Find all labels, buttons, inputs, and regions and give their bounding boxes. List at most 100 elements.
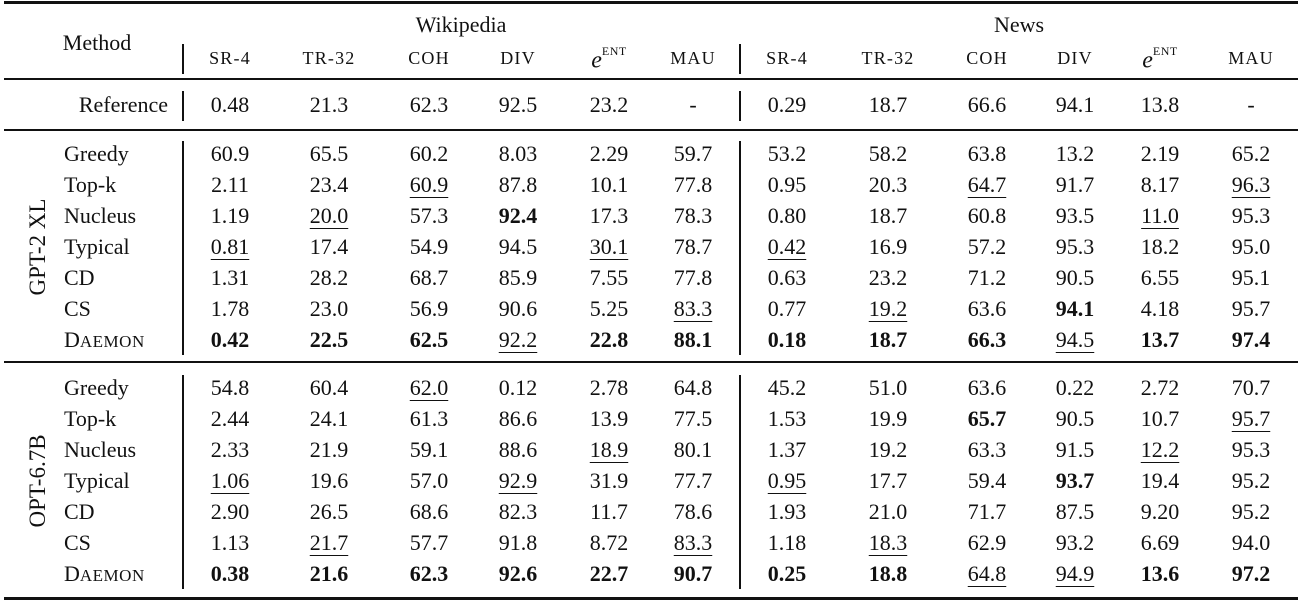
table-cell: 95.3 (1055, 234, 1095, 259)
table-cell: 92.4 (498, 203, 538, 228)
table-cell: 83.3 (673, 296, 713, 321)
method-label-greedy: Greedy (64, 141, 129, 166)
table-cell: 63.3 (967, 437, 1007, 462)
table-cell: 62.3 (409, 561, 449, 586)
table-cell: 57.7 (409, 530, 449, 555)
metric-header-news-div: DIV (1057, 48, 1093, 68)
table-cell: 13.6 (1140, 561, 1180, 586)
table-cell: 21.9 (309, 437, 349, 462)
cell-reference-news: 66.6 (967, 92, 1007, 117)
table-cell: 1.78 (210, 296, 250, 321)
table-cell: 62.9 (967, 530, 1007, 555)
cell-reference-wikipedia: 23.2 (589, 92, 629, 117)
table-cell: 94.1 (1055, 296, 1095, 321)
table-cell: 0.22 (1055, 375, 1095, 400)
table-cell: 8.72 (589, 530, 629, 555)
table-cell: 10.1 (589, 172, 629, 197)
method-label-cd: CD (64, 499, 95, 524)
table-cell: 20.0 (309, 203, 349, 228)
table-cell: 57.2 (967, 234, 1007, 259)
table-cell: 83.3 (673, 530, 713, 555)
table-cell: 95.3 (1231, 437, 1271, 462)
table-cell: 78.3 (673, 203, 713, 228)
table-cell: 2.44 (210, 406, 250, 431)
table-cell: 95.0 (1231, 234, 1271, 259)
table-cell: 2.29 (589, 141, 629, 166)
table-cell: 6.55 (1140, 265, 1180, 290)
table-cell: 5.25 (589, 296, 629, 321)
dataset-divider (739, 375, 741, 589)
table-cell: 0.42 (210, 327, 250, 352)
table-cell: 68.7 (409, 265, 449, 290)
table-cell: 0.95 (767, 468, 807, 493)
table-cell: 19.4 (1140, 468, 1180, 493)
table-cell: 21.7 (309, 530, 349, 555)
table-cell: 97.4 (1231, 327, 1271, 352)
table-cell: 65.7 (967, 406, 1007, 431)
cell-reference-news: 18.7 (868, 92, 908, 117)
table-cell: 86.6 (498, 406, 538, 431)
table-cell: 21.0 (868, 499, 908, 524)
table-cell: 0.95 (767, 172, 807, 197)
metric-header-wikipedia-mau: MAU (670, 48, 716, 68)
table-cell: 92.2 (498, 327, 538, 352)
table-cell: 87.8 (498, 172, 538, 197)
method-label-greedy: Greedy (64, 375, 129, 400)
table-cell: 93.2 (1055, 530, 1095, 555)
table-cell: 1.37 (767, 437, 807, 462)
table-cell: 63.8 (967, 141, 1007, 166)
table-cell: 23.0 (309, 296, 349, 321)
table-cell: 60.4 (309, 375, 349, 400)
method-label-nucleus: Nucleus (64, 437, 137, 462)
model-divider-rule (4, 361, 1298, 363)
table-cell: 54.9 (409, 234, 449, 259)
table-cell: 28.2 (309, 265, 349, 290)
table-cell: 91.5 (1055, 437, 1095, 462)
table-cell: 93.7 (1055, 468, 1095, 493)
model-label-opt-6-7b: OPT-6.7B (25, 434, 50, 528)
table-cell: 78.7 (673, 234, 713, 259)
table-cell: 94.9 (1055, 561, 1095, 586)
table-cell: 94.0 (1231, 530, 1271, 555)
table-cell: 71.2 (967, 265, 1007, 290)
table-cell: 17.3 (589, 203, 629, 228)
group-header-news: News (993, 12, 1045, 37)
bottom-rule (4, 597, 1298, 600)
metric-header-news-mau: MAU (1228, 48, 1274, 68)
cell-reference-news: - (1247, 92, 1255, 117)
table-cell: 21.6 (309, 561, 349, 586)
model-label-gpt-2-xl: GPT-2 XL (25, 198, 50, 296)
table-cell: 63.6 (967, 296, 1007, 321)
table-cell: 19.6 (309, 468, 349, 493)
table-cell: 59.7 (673, 141, 713, 166)
table-cell: 95.3 (1231, 203, 1271, 228)
table-cell: 95.2 (1231, 468, 1271, 493)
metric-header-wikipedia-coh: COH (408, 48, 450, 68)
method-label-typical: Typical (64, 234, 130, 259)
table-cell: 18.3 (868, 530, 908, 555)
table-cell: 64.8 (967, 561, 1007, 586)
table-cell: 88.1 (673, 327, 713, 352)
method-divider (182, 91, 184, 121)
table-cell: 95.7 (1231, 296, 1271, 321)
reference-rule (4, 129, 1298, 131)
table-cell: 20.3 (868, 172, 908, 197)
table-cell: 22.5 (309, 327, 349, 352)
dataset-divider (739, 91, 741, 121)
table-cell: 87.5 (1055, 499, 1095, 524)
table-cell: 1.31 (210, 265, 250, 290)
table-cell: 57.0 (409, 468, 449, 493)
table-cell: 91.7 (1055, 172, 1095, 197)
table-cell: 0.81 (210, 234, 250, 259)
table-cell: 59.4 (967, 468, 1007, 493)
table-cell: 92.6 (498, 561, 538, 586)
table-cell: 22.8 (589, 327, 629, 352)
table-cell: 13.7 (1140, 327, 1180, 352)
method-label-cs: CS (64, 530, 91, 555)
table-cell: 0.38 (210, 561, 250, 586)
cell-reference-news: 0.29 (767, 92, 807, 117)
table-cell: 63.6 (967, 375, 1007, 400)
table-cell: 77.8 (673, 265, 713, 290)
table-cell: 65.5 (309, 141, 349, 166)
table-cell: 97.2 (1231, 561, 1271, 586)
